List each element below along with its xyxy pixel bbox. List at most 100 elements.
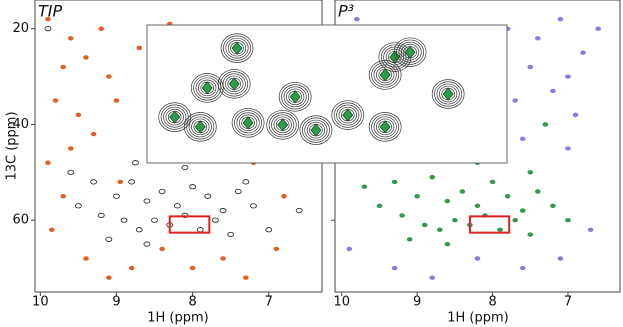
peak <box>219 208 227 214</box>
peak <box>67 169 75 175</box>
peak <box>587 227 594 232</box>
contour <box>368 60 402 90</box>
peak <box>189 265 196 271</box>
peak <box>504 194 511 199</box>
contour <box>273 116 292 134</box>
peak <box>227 231 235 238</box>
contour <box>385 48 404 66</box>
peak <box>97 212 105 219</box>
contour <box>225 37 249 59</box>
panel-label: TIP <box>38 2 62 21</box>
peak <box>117 179 124 185</box>
peak <box>310 123 322 137</box>
peak <box>60 194 66 199</box>
contour <box>268 112 297 138</box>
contour <box>333 102 362 128</box>
y-tick-label: 60 <box>12 213 29 228</box>
peak <box>128 265 135 271</box>
peak <box>189 184 196 190</box>
peak <box>67 36 74 41</box>
peak <box>474 256 481 261</box>
peak <box>132 160 139 166</box>
contour <box>393 37 427 67</box>
peak <box>136 45 143 51</box>
x-tick-label: 10 <box>32 295 49 310</box>
peak <box>404 45 416 59</box>
peak <box>391 179 398 185</box>
peak <box>550 203 556 209</box>
contour <box>301 117 330 143</box>
peak <box>113 98 120 103</box>
contour <box>190 73 224 103</box>
peak <box>406 237 413 242</box>
peak <box>234 188 242 195</box>
peak <box>527 64 534 70</box>
contour <box>396 39 425 65</box>
peak <box>519 208 526 213</box>
peak <box>346 246 353 252</box>
peak <box>159 246 165 252</box>
highlight-box <box>168 215 211 234</box>
peak <box>273 246 280 252</box>
contour <box>373 64 397 86</box>
peak <box>143 198 151 204</box>
contour <box>286 88 305 106</box>
contour <box>222 73 246 95</box>
contour <box>338 106 357 124</box>
peak <box>289 90 301 104</box>
peak <box>354 16 360 22</box>
panel-label: P³ <box>338 2 354 21</box>
peak <box>379 120 391 134</box>
peak <box>106 275 112 280</box>
peak <box>565 146 571 151</box>
peak <box>250 203 257 209</box>
highlight-box <box>468 215 511 234</box>
contour <box>193 75 222 101</box>
peak <box>45 16 51 22</box>
peak <box>83 256 89 261</box>
contour <box>234 110 263 136</box>
x-tick-label: 7 <box>265 295 273 310</box>
peak <box>151 217 158 223</box>
peak <box>231 41 243 55</box>
peak <box>379 68 391 82</box>
peak <box>442 87 454 101</box>
peak <box>437 227 443 232</box>
peak <box>75 112 82 118</box>
peak <box>497 227 503 232</box>
peak <box>557 256 564 261</box>
peak <box>277 118 289 132</box>
contour <box>231 108 265 138</box>
peak <box>527 170 534 175</box>
peak <box>181 164 189 171</box>
peak <box>90 131 97 137</box>
contour <box>186 114 215 140</box>
contour <box>368 112 402 142</box>
peak <box>67 146 74 151</box>
peak <box>519 265 526 271</box>
peak <box>557 16 564 22</box>
contour <box>283 86 307 108</box>
contour <box>183 112 217 142</box>
peak <box>228 77 240 91</box>
x-tick-label: 7 <box>564 295 572 310</box>
peak <box>204 193 212 199</box>
peak <box>242 116 254 130</box>
peak <box>444 198 451 204</box>
contour <box>398 41 422 63</box>
peak <box>535 36 541 41</box>
y-tick-label: 40 <box>12 117 29 132</box>
peak <box>361 184 368 189</box>
peak <box>444 241 451 247</box>
contour <box>238 114 258 132</box>
contour <box>225 75 244 93</box>
contour <box>304 119 328 141</box>
peak <box>565 217 571 223</box>
contour <box>220 33 254 63</box>
peak <box>565 74 571 79</box>
contour <box>376 118 395 136</box>
contour <box>223 35 251 61</box>
peak <box>143 241 151 247</box>
contour <box>281 84 310 110</box>
peak <box>281 194 287 199</box>
